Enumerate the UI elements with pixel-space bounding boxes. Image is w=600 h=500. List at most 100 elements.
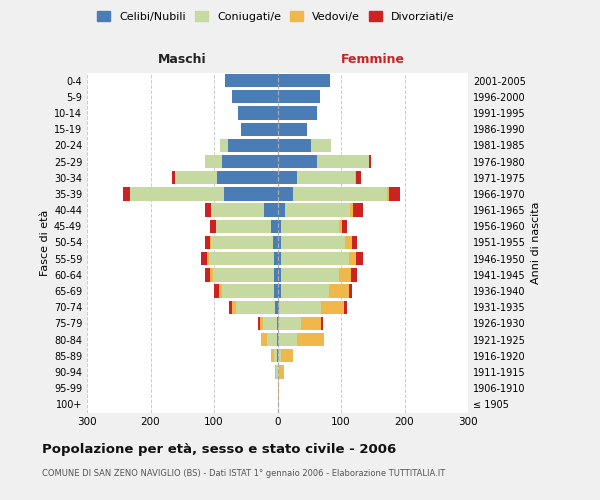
Text: COMUNE DI SAN ZENO NAVIGLIO (BS) - Dati ISTAT 1° gennaio 2006 - Elaborazione TUT: COMUNE DI SAN ZENO NAVIGLIO (BS) - Dati … — [42, 468, 445, 477]
Bar — [211, 236, 273, 249]
Text: Femmine: Femmine — [341, 52, 405, 66]
Bar — [236, 300, 275, 314]
Y-axis label: Anni di nascita: Anni di nascita — [531, 201, 541, 283]
Bar — [123, 188, 130, 200]
Bar — [350, 268, 357, 281]
Bar — [217, 171, 277, 184]
Bar — [349, 252, 356, 266]
Legend: Celibi/Nubili, Coniugati/e, Vedovi/e, Divorziati/e: Celibi/Nubili, Coniugati/e, Vedovi/e, Di… — [94, 8, 458, 25]
Bar — [339, 268, 350, 281]
Bar — [238, 106, 277, 120]
Bar — [277, 333, 278, 346]
Bar — [205, 204, 211, 217]
Bar — [274, 284, 277, 298]
Bar — [301, 317, 322, 330]
Bar — [220, 138, 228, 152]
Bar — [277, 122, 307, 136]
Bar — [389, 188, 400, 200]
Bar — [207, 252, 209, 266]
Bar — [200, 252, 207, 266]
Bar — [279, 366, 284, 378]
Bar — [329, 284, 349, 298]
Bar — [281, 268, 339, 281]
Bar — [219, 284, 222, 298]
Bar — [281, 284, 329, 298]
Bar — [277, 188, 293, 200]
Bar — [278, 333, 297, 346]
Bar — [241, 122, 277, 136]
Bar — [205, 155, 221, 168]
Bar — [216, 220, 271, 233]
Bar — [274, 268, 277, 281]
Bar — [277, 252, 281, 266]
Bar — [278, 349, 281, 362]
Bar — [293, 188, 388, 200]
Bar — [259, 317, 260, 330]
Bar — [205, 268, 210, 281]
Bar — [277, 171, 296, 184]
Bar — [350, 204, 353, 217]
Bar — [221, 155, 277, 168]
Bar — [349, 284, 352, 298]
Bar — [296, 171, 355, 184]
Bar — [281, 252, 349, 266]
Bar — [356, 252, 362, 266]
Bar — [352, 236, 357, 249]
Bar — [274, 252, 277, 266]
Bar — [277, 284, 281, 298]
Bar — [209, 252, 274, 266]
Bar — [277, 74, 329, 87]
Bar — [277, 382, 279, 395]
Bar — [277, 220, 281, 233]
Bar — [271, 349, 274, 362]
Bar — [226, 74, 277, 87]
Bar — [260, 317, 263, 330]
Bar — [277, 138, 311, 152]
Bar — [311, 138, 331, 152]
Bar — [277, 349, 278, 362]
Bar — [172, 171, 175, 184]
Bar — [274, 349, 277, 362]
Bar — [369, 155, 371, 168]
Bar — [130, 188, 224, 200]
Bar — [228, 138, 277, 152]
Bar — [344, 300, 347, 314]
Bar — [210, 220, 216, 233]
Bar — [277, 300, 279, 314]
Bar — [339, 220, 342, 233]
Bar — [273, 236, 277, 249]
Bar — [278, 317, 301, 330]
Bar — [388, 188, 389, 200]
Bar — [342, 220, 347, 233]
Y-axis label: Fasce di età: Fasce di età — [40, 210, 50, 276]
Bar — [232, 90, 277, 104]
Bar — [263, 204, 277, 217]
Bar — [222, 284, 274, 298]
Bar — [232, 300, 236, 314]
Bar — [277, 204, 285, 217]
Text: Maschi: Maschi — [158, 52, 206, 66]
Bar — [214, 268, 274, 281]
Bar — [277, 317, 278, 330]
Bar — [271, 220, 277, 233]
Bar — [281, 220, 339, 233]
Bar — [261, 333, 268, 346]
Bar — [346, 236, 352, 249]
Bar — [317, 155, 369, 168]
Bar — [277, 366, 279, 378]
Bar — [211, 204, 263, 217]
Bar — [356, 171, 361, 184]
Bar — [268, 333, 277, 346]
Bar — [276, 366, 277, 378]
Bar — [275, 300, 277, 314]
Bar — [322, 317, 323, 330]
Bar — [277, 106, 317, 120]
Bar — [229, 300, 232, 314]
Bar — [275, 366, 276, 378]
Bar — [281, 236, 346, 249]
Bar — [277, 90, 320, 104]
Bar — [355, 171, 356, 184]
Bar — [297, 333, 324, 346]
Text: Popolazione per età, sesso e stato civile - 2006: Popolazione per età, sesso e stato civil… — [42, 442, 396, 456]
Bar — [210, 236, 211, 249]
